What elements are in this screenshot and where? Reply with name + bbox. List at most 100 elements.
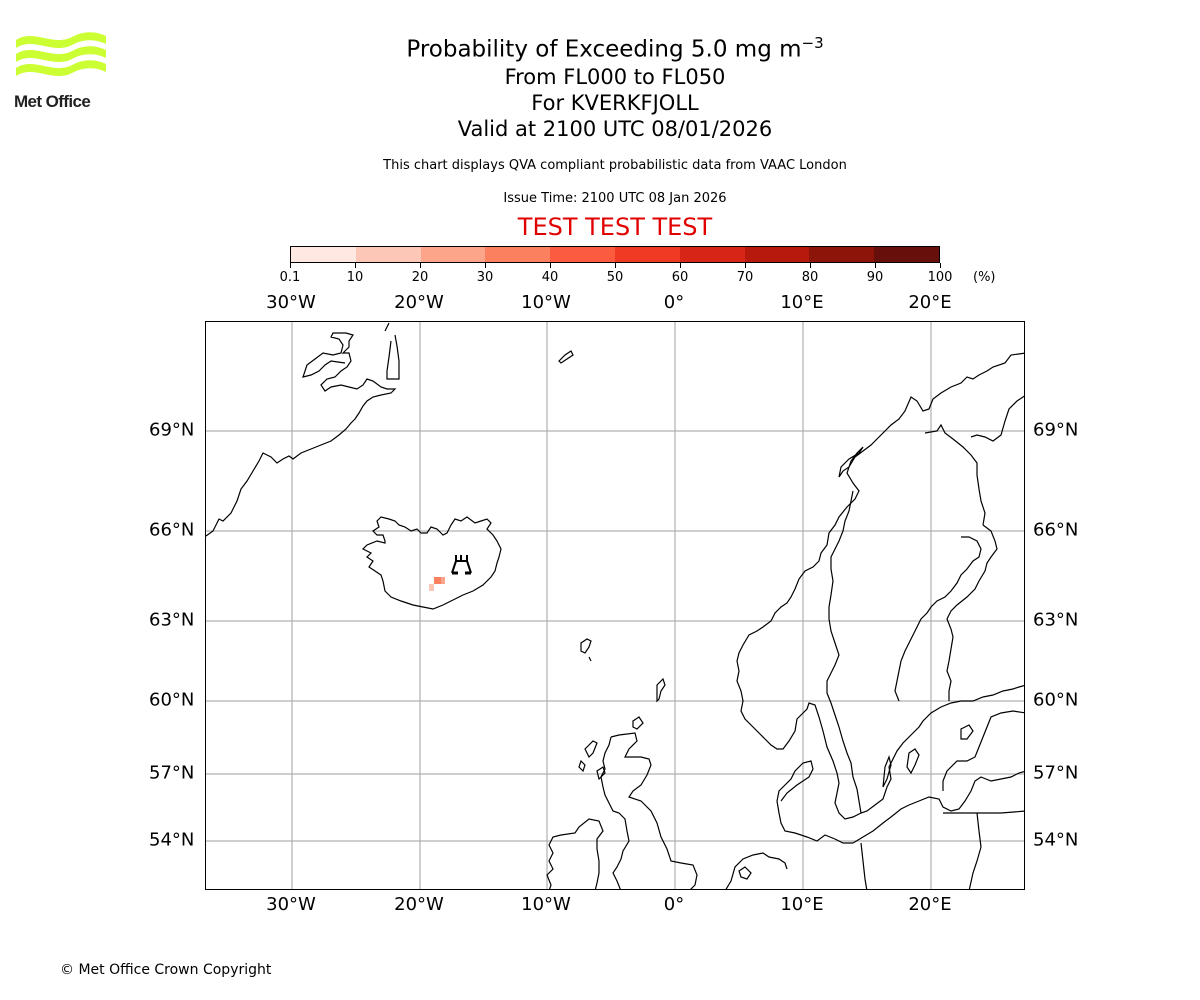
jan-mayen-coast: [558, 350, 574, 364]
longitude-label: 20°E: [908, 292, 952, 313]
latitude-label: 54°N: [149, 829, 195, 851]
colorbar-tick: [485, 263, 486, 268]
latitude-label: 66°N: [149, 519, 195, 541]
longitude-label: 0°: [663, 292, 685, 313]
continent-borders: [860, 810, 1024, 889]
greenland-coast: [206, 332, 397, 537]
latitude-label: 57°N: [149, 762, 195, 784]
colorbar-segment: [874, 247, 939, 262]
colorbar-tick: [680, 263, 681, 268]
colorbar-tick-label: 0.1: [279, 270, 301, 285]
map-panel[interactable]: [205, 321, 1025, 890]
latitude-label: 69°N: [1033, 419, 1079, 441]
great-britain-coast: [600, 732, 698, 889]
netherlands-inner: [738, 866, 752, 880]
colorbar-segment: [744, 247, 810, 262]
colorbar-tick-label: 70: [736, 270, 754, 285]
volcano-name: For KVERKFJOLL: [531, 91, 699, 115]
colorbar-tick: [615, 263, 616, 268]
orkney-coast: [632, 716, 644, 730]
chart-title-text: Probability of Exceeding 5.0 mg m: [406, 36, 802, 63]
colorbar-segment: [679, 247, 745, 262]
met-office-logo: [14, 30, 110, 112]
saaremaa-coast: [960, 724, 974, 740]
colorbar-tick-label: 100: [927, 270, 953, 285]
coastlines: [206, 322, 1024, 889]
colorbar-tick-label: 80: [801, 270, 819, 285]
hebrides-coast: [578, 740, 606, 781]
colorbar-tick-label: 50: [606, 270, 624, 285]
longitude-label: 20°E: [908, 894, 952, 915]
colorbar-tick: [810, 263, 811, 268]
test-banner: TEST TEST TEST: [517, 213, 713, 241]
colorbar-tick: [290, 263, 291, 268]
colorbar-segment: [614, 247, 680, 262]
gotland-coast: [906, 748, 920, 775]
logo-text: Met Office: [14, 92, 91, 111]
volcano-icon[interactable]: [451, 555, 472, 575]
flight-level-range: From FL000 to FL050: [504, 65, 726, 89]
colorbar-segment: [291, 247, 356, 262]
iceland-coast: [361, 516, 502, 610]
colorbar-tick: [875, 263, 876, 268]
met-office-waves-icon: [16, 32, 106, 76]
colorbar-tick: [355, 263, 356, 268]
colorbar-tick-label: 10: [346, 270, 364, 285]
longitude-label: 10°W: [521, 894, 571, 915]
latitude-label: 60°N: [149, 689, 195, 711]
shetland-coast: [656, 677, 666, 703]
longitude-label: 10°W: [521, 292, 571, 313]
issue-time: Issue Time: 2100 UTC 08 Jan 2026: [503, 191, 727, 206]
longitude-label: 30°W: [266, 894, 316, 915]
colorbar-tick-label: 40: [541, 270, 559, 285]
baltic-states: [942, 710, 1024, 791]
colorbar-unit: (%): [973, 270, 996, 285]
colorbar-tick-label: 90: [866, 270, 884, 285]
latitude-label: 69°N: [149, 419, 195, 441]
valid-time: Valid at 2100 UTC 08/01/2026: [457, 117, 773, 141]
chart-title-superscript: −3: [801, 34, 824, 52]
ireland-coast: [546, 818, 604, 889]
longitude-label: 10°E: [780, 292, 824, 313]
longitude-label: 20°W: [394, 292, 444, 313]
longitude-label: 10°E: [780, 894, 824, 915]
colorbar-segment: [550, 247, 615, 262]
sweden-finland-border: [946, 524, 998, 701]
colorbar-tick-label: 20: [411, 270, 429, 285]
longitude-label: 20°W: [394, 894, 444, 915]
latitude-label: 66°N: [1033, 519, 1079, 541]
norway-inner: [924, 395, 1024, 526]
longitude-label: 30°W: [266, 292, 316, 313]
colorbar-segment: [420, 247, 486, 262]
netherlands-coast: [725, 852, 788, 889]
colorbar-tick: [745, 263, 746, 268]
oland-coast: [882, 755, 892, 788]
graticule: [206, 322, 1024, 889]
longitude-label: 0°: [663, 894, 685, 915]
copyright-notice: © Met Office Crown Copyright: [60, 962, 272, 978]
latitude-label: 57°N: [1033, 762, 1079, 784]
latitude-label: 63°N: [1033, 609, 1079, 631]
greenland-coast-east: [384, 322, 400, 380]
colorbar-tick: [420, 263, 421, 268]
latitude-label: 63°N: [149, 609, 195, 631]
denmark-coast: [776, 760, 853, 844]
baltic-south-coast: [852, 770, 1024, 844]
gulf-of-bothnia: [894, 536, 982, 702]
colorbar-segment: [809, 247, 875, 262]
colorbar-tick: [550, 263, 551, 268]
latitude-label: 60°N: [1033, 689, 1079, 711]
chart-title: Probability of Exceeding 5.0 mg m−3: [0, 30, 1200, 63]
sweden-coast-inner: [826, 490, 862, 814]
colorbar-segment: [485, 247, 551, 262]
chart-description: This chart displays QVA compliant probab…: [383, 158, 847, 173]
probability-cells: [429, 577, 445, 591]
scandinavia-coast: [736, 352, 1024, 820]
colorbar-tick-label: 30: [476, 270, 494, 285]
map-svg: [206, 322, 1024, 889]
colorbar-tick: [940, 263, 941, 268]
colorbar-tick-label: 60: [671, 270, 689, 285]
colorbar-segment: [355, 247, 421, 262]
faroe-coast: [580, 638, 592, 662]
colorbar: [290, 246, 940, 263]
